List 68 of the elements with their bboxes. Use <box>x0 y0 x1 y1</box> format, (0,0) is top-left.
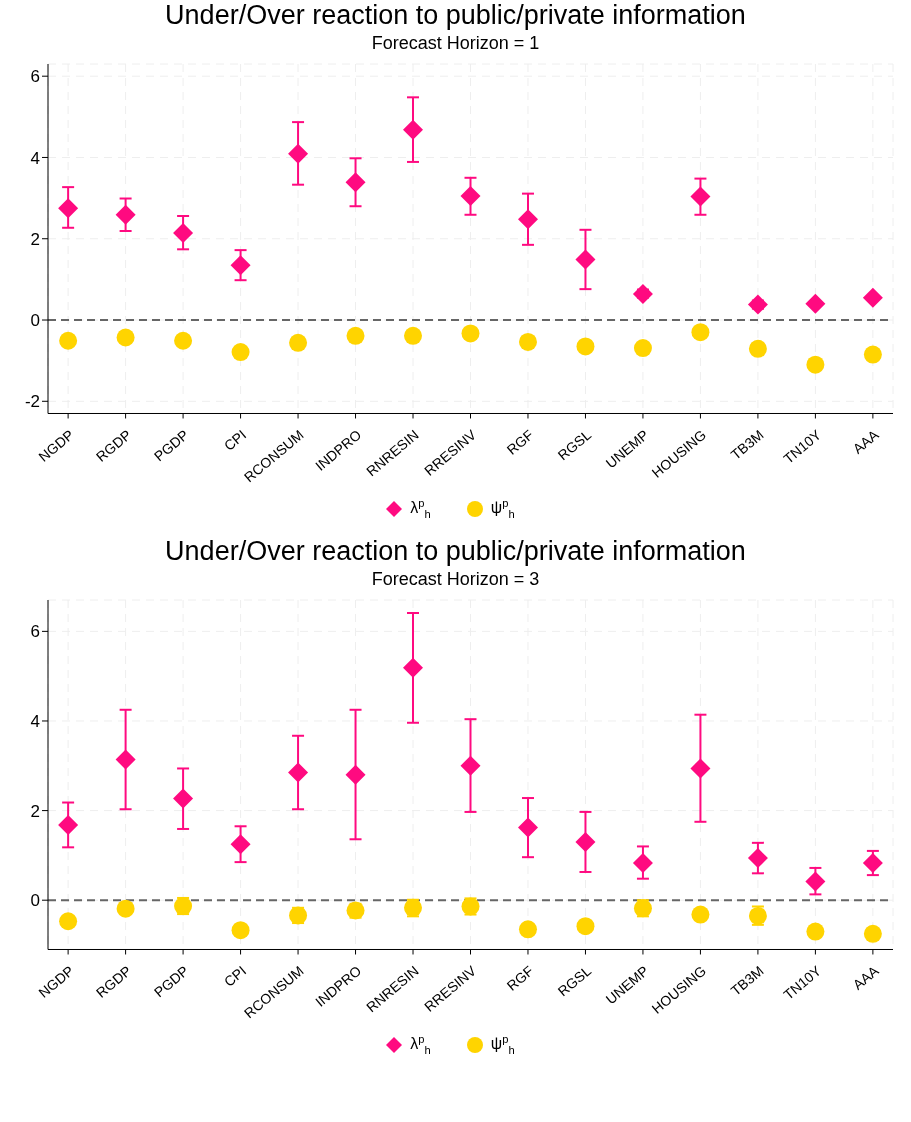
chart-subtitle: Forecast Horizon = 1 <box>370 33 541 54</box>
point <box>289 333 308 352</box>
point <box>345 764 366 785</box>
point <box>517 817 538 838</box>
chart-title: Under/Over reaction to public/private information <box>164 0 747 31</box>
point <box>403 119 424 140</box>
x-tick-label: AAA <box>849 962 882 993</box>
point <box>748 339 767 358</box>
point <box>576 917 595 936</box>
point <box>345 172 366 193</box>
point <box>116 899 135 918</box>
point <box>174 331 193 350</box>
point <box>576 337 595 356</box>
point <box>575 249 596 270</box>
point <box>403 657 424 678</box>
point <box>173 223 194 244</box>
y-tick-label: 6 <box>30 67 40 87</box>
point <box>517 209 538 230</box>
point <box>690 758 711 779</box>
point <box>460 186 481 207</box>
point <box>691 323 710 342</box>
point <box>173 788 194 809</box>
point <box>690 186 711 207</box>
point <box>518 332 537 351</box>
point <box>231 343 250 362</box>
y-tick-label: 2 <box>30 801 40 821</box>
y-tick-label: 4 <box>30 148 40 168</box>
point <box>461 324 480 343</box>
point <box>59 331 78 350</box>
point <box>747 848 768 869</box>
point <box>806 922 825 941</box>
point <box>288 762 309 783</box>
point <box>806 355 825 374</box>
point <box>460 755 481 776</box>
point <box>805 871 826 892</box>
point <box>863 345 882 364</box>
y-tick-label: -2 <box>24 392 40 412</box>
x-tick-label: CPI <box>221 426 250 454</box>
point <box>115 204 136 225</box>
x-tick-label: AAA <box>849 426 882 457</box>
point <box>230 834 251 855</box>
point <box>575 831 596 852</box>
chart-title: Under/Over reaction to public/private information <box>164 536 747 567</box>
point <box>58 198 79 219</box>
point <box>632 853 653 874</box>
point <box>288 143 309 164</box>
point <box>230 255 251 276</box>
point <box>116 328 135 347</box>
point <box>404 326 423 345</box>
y-tick-label: 4 <box>30 712 40 732</box>
point <box>862 853 883 874</box>
point <box>231 921 250 940</box>
x-tick-label: CPI <box>221 962 250 990</box>
point <box>862 287 883 308</box>
point <box>58 814 79 835</box>
point <box>863 924 882 943</box>
point <box>346 326 365 345</box>
point <box>691 905 710 924</box>
chart-subtitle: Forecast Horizon = 3 <box>370 569 541 590</box>
point <box>805 293 826 314</box>
y-tick-label: 0 <box>30 891 40 911</box>
y-tick-label: 0 <box>30 311 40 331</box>
point <box>59 912 78 931</box>
y-tick-label: 6 <box>30 622 40 642</box>
point <box>115 749 136 770</box>
point <box>633 339 652 358</box>
y-tick-label: 2 <box>30 229 40 249</box>
point <box>518 920 537 939</box>
